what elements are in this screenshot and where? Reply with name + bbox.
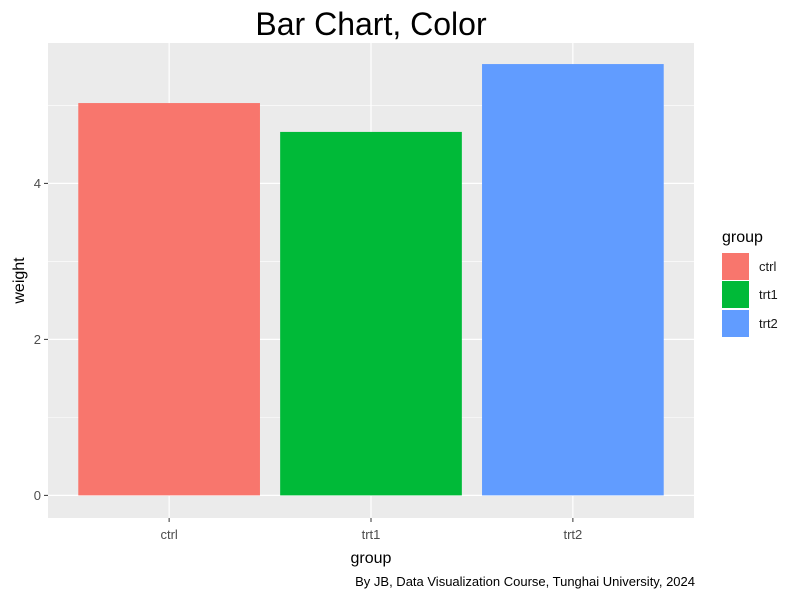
y-tick-label: 0 bbox=[34, 488, 41, 503]
x-axis-title: group bbox=[351, 550, 392, 567]
legend-item-ctrl: ctrl bbox=[722, 252, 778, 281]
legend-item-trt1: trt1 bbox=[722, 281, 778, 310]
y-axis-title: weight bbox=[11, 257, 28, 305]
legend: group ctrl trt1 trt2 bbox=[722, 229, 778, 338]
x-tick-label-ctrl: ctrl bbox=[160, 527, 177, 542]
x-tick-label-trt2: trt2 bbox=[563, 527, 582, 542]
legend-swatch-trt2 bbox=[722, 309, 749, 337]
bar-trt1 bbox=[280, 131, 462, 496]
bar-ctrl bbox=[78, 103, 260, 496]
legend-label-trt1: trt1 bbox=[759, 287, 778, 303]
legend-label-ctrl: ctrl bbox=[759, 258, 777, 274]
legend-title: group bbox=[722, 229, 763, 246]
y-tick-label: 2 bbox=[34, 332, 41, 347]
bar-trt2 bbox=[482, 64, 664, 496]
legend-item-trt2: trt2 bbox=[722, 309, 778, 338]
legend-swatch-ctrl bbox=[722, 252, 749, 280]
chart-title: Bar Chart, Color bbox=[255, 6, 487, 42]
chart-caption: By JB, Data Visualization Course, Tungha… bbox=[355, 574, 695, 589]
y-tick-label: 4 bbox=[34, 176, 41, 191]
legend-label-trt2: trt2 bbox=[759, 315, 778, 331]
x-tick-label-trt1: trt1 bbox=[362, 527, 381, 542]
legend-swatch-trt1 bbox=[722, 281, 749, 309]
